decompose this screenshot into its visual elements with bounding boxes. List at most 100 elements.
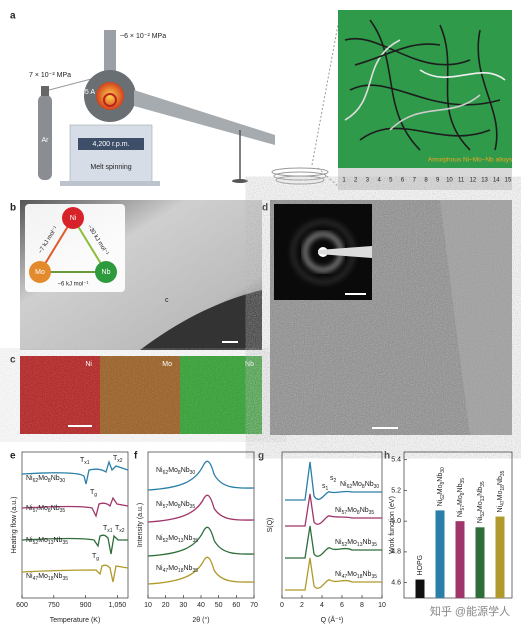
- bar: [435, 510, 445, 598]
- series-label: Ni47Mo18Nb35: [156, 565, 198, 574]
- bar-label: Ni47Mo18Nb35: [497, 470, 506, 512]
- node: [29, 261, 51, 283]
- bar-label: HOPG: [417, 555, 424, 576]
- annotation: Tx1: [80, 457, 90, 466]
- x-tick-label: 0: [280, 602, 284, 609]
- panel-label: a: [10, 11, 16, 22]
- dsc-curves: [21, 459, 129, 583]
- series-label: Ni62Mo8Nb30: [340, 481, 379, 490]
- x-tick-label: 20: [162, 602, 170, 609]
- series-label: Ni62Mo8Nb30: [26, 475, 65, 484]
- series-label: Ni57Mo8Nb35: [156, 501, 195, 510]
- x-axis-label: 2θ (°): [192, 616, 209, 624]
- bar-label: Ni62Mo8Nb30: [437, 467, 446, 506]
- annotation: s1: [322, 483, 329, 492]
- y-tick-label: 4.8: [391, 549, 401, 556]
- ribbon-photo: [338, 10, 512, 168]
- series-label: Ni47Mo18Nb35: [335, 571, 377, 580]
- node-label: Mo: [35, 269, 45, 276]
- ruler-number: 8: [424, 178, 428, 184]
- ruler-number: 12: [470, 178, 477, 184]
- ruler-number: 3: [366, 178, 370, 184]
- x-tick-label: 70: [250, 602, 258, 609]
- x-axis-label: Q (Å⁻¹): [321, 615, 344, 624]
- node: [95, 261, 117, 283]
- gas-label: Ar: [42, 137, 50, 144]
- x-tick-label: 60: [232, 602, 240, 609]
- ruler-number: 7: [413, 178, 417, 184]
- ruler-number: 10: [446, 178, 453, 184]
- x-tick-label: 10: [144, 602, 152, 609]
- map-texture: [20, 356, 262, 434]
- ruler-number: 9: [436, 178, 440, 184]
- panel-label: h: [384, 451, 390, 462]
- bar: [455, 521, 465, 598]
- photo-caption: Amorphous Ni–Mo–Nb alloys: [428, 157, 513, 164]
- annotation: Tg: [92, 553, 99, 562]
- axes-frame: [281, 451, 383, 599]
- ruler-number: 2: [354, 178, 358, 184]
- y-axis-label: Intensity (a.u.): [137, 503, 144, 547]
- pressure-label: 7 × 10⁻² MPa: [29, 72, 71, 79]
- x-tick-label: 50: [215, 602, 223, 609]
- node-label: Nb: [102, 269, 111, 276]
- y-axis-label: Heating flow (a.u.): [11, 497, 18, 554]
- ruler-number: 1: [342, 178, 346, 184]
- x-tick-label: 600: [16, 602, 28, 609]
- tem-edge: [440, 200, 512, 435]
- x-axis-label: Temperature (K): [50, 617, 101, 624]
- ruler-number: 11: [458, 178, 465, 184]
- series-label: Ni52Mo13Nb35: [26, 537, 68, 546]
- x-tick-label: 900: [80, 602, 92, 609]
- bar-label: Ni57Mo8Nb35: [457, 478, 466, 517]
- panel-label: b: [10, 203, 16, 214]
- edge-label: −6 kJ mol⁻¹: [57, 282, 88, 288]
- x-tick-label: 4: [320, 602, 324, 609]
- annotation: Tx2: [115, 525, 125, 534]
- x-tick-label: 750: [48, 602, 60, 609]
- panel-label: c: [10, 355, 16, 366]
- series-label: Ni52Mo13Nb35: [335, 539, 377, 548]
- x-tick-label: 2: [300, 602, 304, 609]
- series-label: Ni52Mo13Nb35: [156, 535, 198, 544]
- current-label: 55 A: [81, 89, 95, 96]
- panel-label: e: [10, 451, 16, 462]
- pressure-label: ~6 × 10⁻² MPa: [120, 33, 166, 40]
- panel-label: g: [258, 451, 264, 462]
- micrograph-mark: c: [165, 297, 169, 304]
- x-tick-label: 8: [360, 602, 364, 609]
- ruler-number: 15: [505, 178, 512, 184]
- x-tick-label: 30: [179, 602, 187, 609]
- y-axis-label: Work function (eV): [389, 496, 396, 554]
- apparatus: [38, 13, 341, 189]
- bar: [495, 516, 505, 598]
- y-tick-label: 4.6: [391, 579, 401, 586]
- x-tick-label: 1,050: [109, 602, 127, 609]
- series-label: Ni62Mo8Nb30: [156, 467, 195, 476]
- ruler-number: 6: [401, 178, 405, 184]
- node-label: Ni: [70, 215, 77, 222]
- process-label: Melt spinning: [90, 164, 131, 171]
- xrd-curves: [147, 460, 255, 585]
- ruler-number: 14: [493, 178, 500, 184]
- watermark: 知乎 @能源学人: [430, 604, 510, 618]
- annotation: Tg: [90, 489, 97, 498]
- annotation: Tx1: [103, 525, 113, 534]
- y-axis-label: S(Q): [267, 518, 274, 533]
- ruler-number: 4: [377, 178, 381, 184]
- axes-frame: [21, 451, 129, 599]
- micrograph-edge: [140, 290, 262, 350]
- y-tick-label: 5.4: [391, 457, 401, 464]
- ruler-number: 13: [481, 178, 488, 184]
- speed-label: 4,200 r.p.m.: [93, 141, 130, 148]
- map-label: Ni: [85, 361, 92, 368]
- map-label: Mo: [162, 361, 172, 368]
- y-tick-label: 5.0: [391, 518, 401, 525]
- series-label: Ni57Mo8Nb35: [335, 507, 374, 516]
- sq-curves: [285, 461, 382, 591]
- map-label: Nb: [245, 361, 254, 368]
- bar: [475, 527, 485, 598]
- node: [62, 207, 84, 229]
